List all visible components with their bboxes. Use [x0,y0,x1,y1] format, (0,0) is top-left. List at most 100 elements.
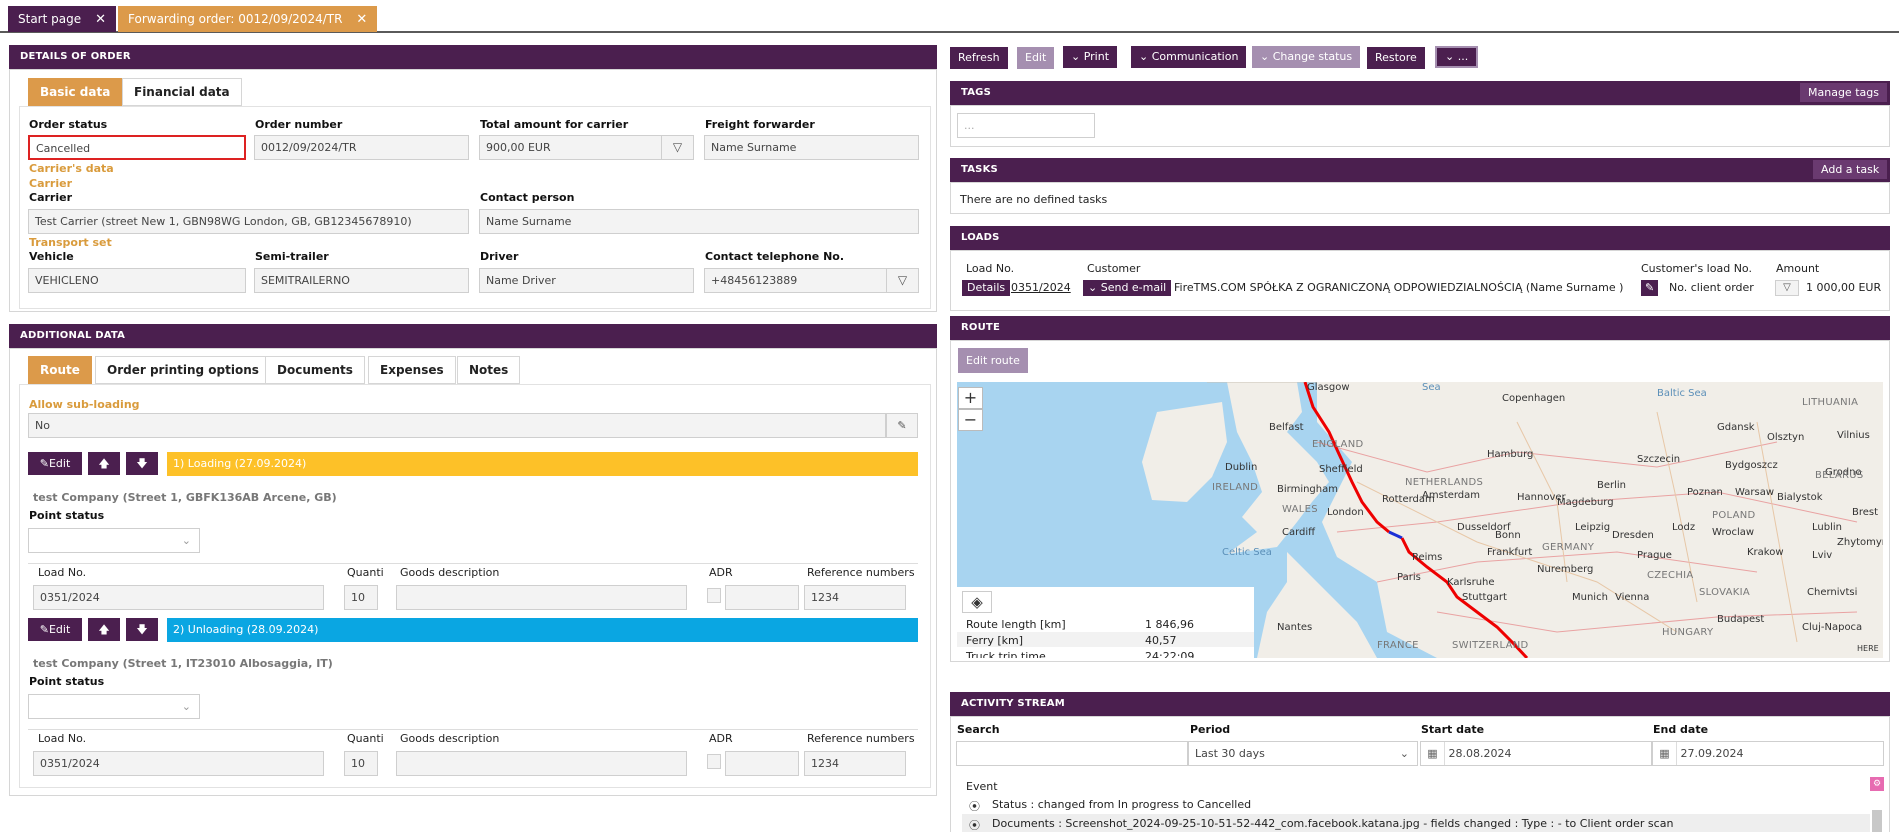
order-status-label: Order status [29,118,108,131]
load-number-link[interactable]: 0351/2024 [1011,281,1071,294]
carrier-field[interactable]: Test Carrier (street New 1, GBN98WG Lond… [28,209,469,234]
restore-button[interactable]: Restore [1367,47,1425,69]
period-select[interactable]: Last 30 days ⌄ [1188,741,1418,766]
contact-person-label: Contact person [480,191,575,204]
move-down-button[interactable]: 🡇 [126,618,158,641]
goods-field[interactable] [396,585,687,610]
adr-checkbox[interactable] [707,754,721,769]
tab-notes[interactable]: Notes [457,356,521,384]
edit-icon[interactable]: ✎ [1641,280,1659,296]
start-date-input[interactable]: ▦ 28.08.2024 [1420,741,1652,766]
move-up-button[interactable]: 🡅 [88,452,120,475]
point-status-select[interactable]: ⌄ [28,528,200,553]
reference-field[interactable]: 1234 [804,751,906,776]
manage-tags-button[interactable]: Manage tags [1800,83,1887,102]
tab-financial-data[interactable]: Financial data [122,78,242,106]
calendar-icon[interactable]: ▦ [1421,742,1445,765]
map-label: Bonn [1495,530,1521,541]
driver-field[interactable]: Name Driver [479,268,694,293]
details-button[interactable]: Details [962,280,1011,296]
close-icon[interactable]: ✕ [356,12,368,27]
freight-forwarder-field[interactable]: Name Surname [704,135,919,160]
event-row: ⦿ Status : changed from In progress to C… [962,796,1880,813]
reference-field[interactable]: 1234 [804,585,906,610]
phone-field[interactable]: +48456123889 [704,268,887,293]
edit-point-button[interactable]: ✎Edit [28,452,82,475]
edit-point-button[interactable]: ✎Edit [28,618,82,641]
quantity-field[interactable]: 10 [344,585,378,610]
map-label: NETHERLANDS [1405,477,1484,488]
tab-forwarding-order[interactable]: Forwarding order: 0012/09/2024/TR ✕ [118,6,378,32]
map-label: Budapest [1717,614,1765,625]
add-task-button[interactable]: Add a task [1813,160,1888,179]
goods-field[interactable] [396,751,687,776]
map-label: Prague [1637,550,1672,561]
vehicle-field[interactable]: VEHICLENO [28,268,246,293]
col-adr: ADR [709,566,733,579]
activity-stream-header: ACTIVITY STREAM [950,692,1890,716]
map-label: FRANCE [1377,640,1419,651]
event-text: Status : changed from In progress to Can… [992,798,1252,811]
map-label: Vilnius [1837,430,1870,441]
filter-dropdown-icon[interactable]: ▽ [1775,280,1799,296]
adr-field[interactable] [725,751,799,776]
map-label: BELARUS [1815,470,1864,481]
contact-person-field[interactable]: Name Surname [479,209,919,234]
layers-icon[interactable]: ◈ [962,591,992,613]
edit-icon: ✎ [39,623,49,636]
edit-route-button[interactable]: Edit route [958,348,1028,373]
move-down-button[interactable]: 🡇 [126,452,158,475]
allow-subloading-label: Allow sub-loading [29,398,140,411]
unloading-point-bar[interactable]: 2) Unloading (28.09.2024) [167,618,918,642]
move-up-button[interactable]: 🡅 [88,618,120,641]
point-status-select[interactable]: ⌄ [28,694,200,719]
change-status-button[interactable]: ⌄ Change status [1252,46,1361,68]
adr-checkbox[interactable] [707,588,721,603]
map-label: Celtic Sea [1222,547,1272,558]
order-number-field[interactable]: 0012/09/2024/TR [254,135,469,160]
print-button[interactable]: ⌄ Print [1063,46,1118,68]
loading-point-bar[interactable]: 1) Loading (27.09.2024) [167,452,918,476]
top-tab-bar: Start page ✕ Forwarding order: 0012/09/20… [0,0,1899,33]
quantity-field[interactable]: 10 [344,751,378,776]
adr-field[interactable] [725,585,799,610]
allow-subloading-field[interactable]: No [28,413,886,438]
zoom-out-button[interactable]: − [958,409,983,431]
scrollbar[interactable] [1872,810,1882,832]
load-no-field[interactable]: 0351/2024 [33,751,324,776]
route-map[interactable]: + − Glasgow Copenhagen Baltic Sea LITHUA… [957,382,1883,658]
total-amount-field[interactable]: 900,00 EUR [479,135,662,160]
settings-icon[interactable]: ⚙ [1870,777,1884,791]
close-icon[interactable]: ✕ [95,12,107,27]
map-label: Gdansk [1717,422,1755,433]
order-status-field[interactable]: Cancelled [28,135,246,160]
tab-start-page[interactable]: Start page ✕ [8,6,117,32]
semitrailer-field[interactable]: SEMITRAILERNO [254,268,469,293]
edit-button[interactable]: Edit [1017,47,1055,69]
period-value: Last 30 days [1195,747,1265,760]
phone-label: Contact telephone No. [705,250,845,263]
tab-order-printing-options[interactable]: Order printing options [95,356,271,384]
chevron-down-icon: ⌄ [181,700,191,713]
filter-dropdown-icon[interactable]: ▽ [661,135,694,160]
edit-icon[interactable]: ✎ [886,413,918,438]
communication-button[interactable]: ⌄ Communication [1131,46,1247,68]
map-label: Sea [1422,382,1441,393]
calendar-icon[interactable]: ▦ [1653,742,1677,765]
more-button[interactable]: ⌄ ... [1435,46,1479,68]
tags-input[interactable]: ... [957,113,1095,138]
filter-dropdown-icon[interactable]: ▽ [886,268,919,293]
load-no-field[interactable]: 0351/2024 [33,585,324,610]
total-amount-label: Total amount for carrier [480,118,629,131]
tab-expenses[interactable]: Expenses [368,356,456,384]
tab-route[interactable]: Route [28,356,92,384]
refresh-button[interactable]: Refresh [950,47,1008,69]
arrow-up-icon: 🡅 [98,457,110,470]
zoom-in-button[interactable]: + [958,387,983,409]
search-input[interactable] [956,741,1188,766]
tab-basic-data[interactable]: Basic data [28,78,123,106]
send-email-button[interactable]: ⌄ Send e-mail [1083,280,1172,296]
map-label: Leipzig [1575,522,1611,533]
tab-documents[interactable]: Documents [265,356,365,384]
end-date-input[interactable]: ▦ 27.09.2024 [1652,741,1884,766]
